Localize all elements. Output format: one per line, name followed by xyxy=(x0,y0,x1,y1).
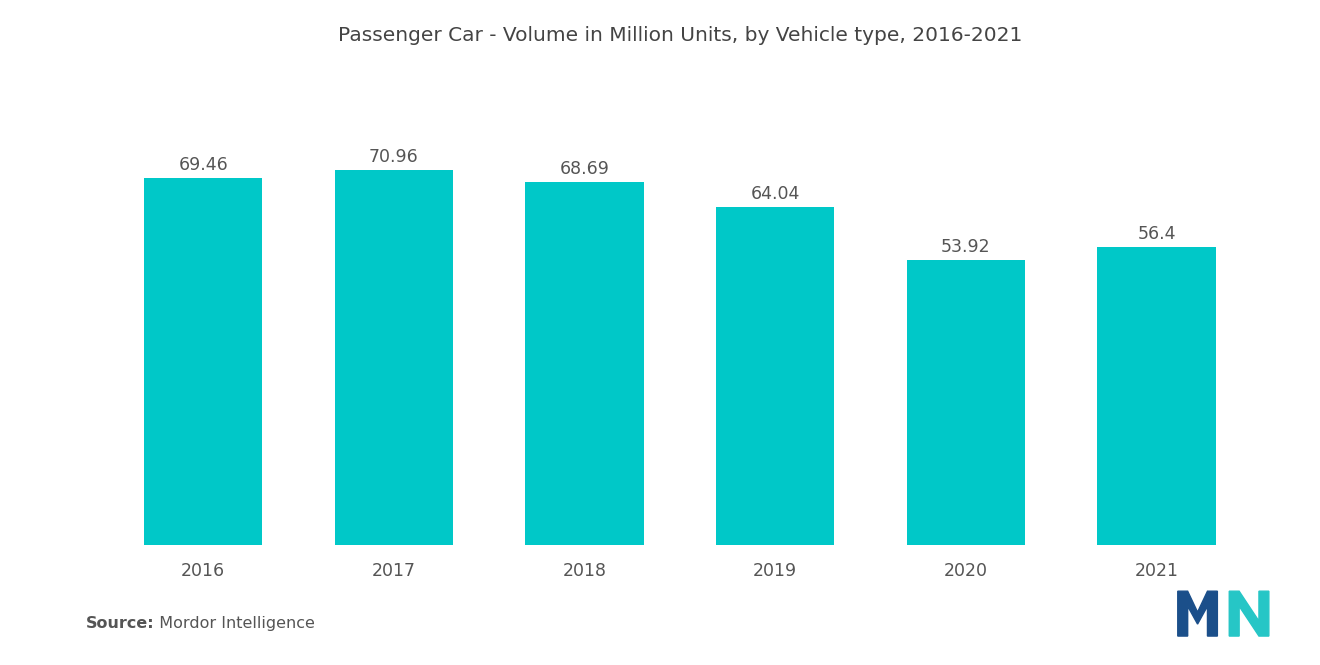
Bar xyxy=(525,182,644,545)
Text: 68.69: 68.69 xyxy=(560,160,610,178)
Polygon shape xyxy=(1177,591,1217,636)
Bar xyxy=(144,178,263,545)
Bar xyxy=(907,260,1024,545)
Bar xyxy=(715,207,834,545)
Text: 56.4: 56.4 xyxy=(1138,225,1176,243)
Text: 70.96: 70.96 xyxy=(368,148,418,166)
Text: 69.46: 69.46 xyxy=(178,156,228,174)
Text: Mordor Intelligence: Mordor Intelligence xyxy=(149,616,315,632)
Title: Passenger Car - Volume in Million Units, by Vehicle type, 2016-2021: Passenger Car - Volume in Million Units,… xyxy=(338,26,1022,45)
Polygon shape xyxy=(1229,591,1269,636)
Text: 64.04: 64.04 xyxy=(751,185,800,203)
Bar xyxy=(1097,247,1216,545)
Bar xyxy=(335,170,453,545)
Text: Source:: Source: xyxy=(86,616,154,632)
Text: 53.92: 53.92 xyxy=(941,238,990,257)
